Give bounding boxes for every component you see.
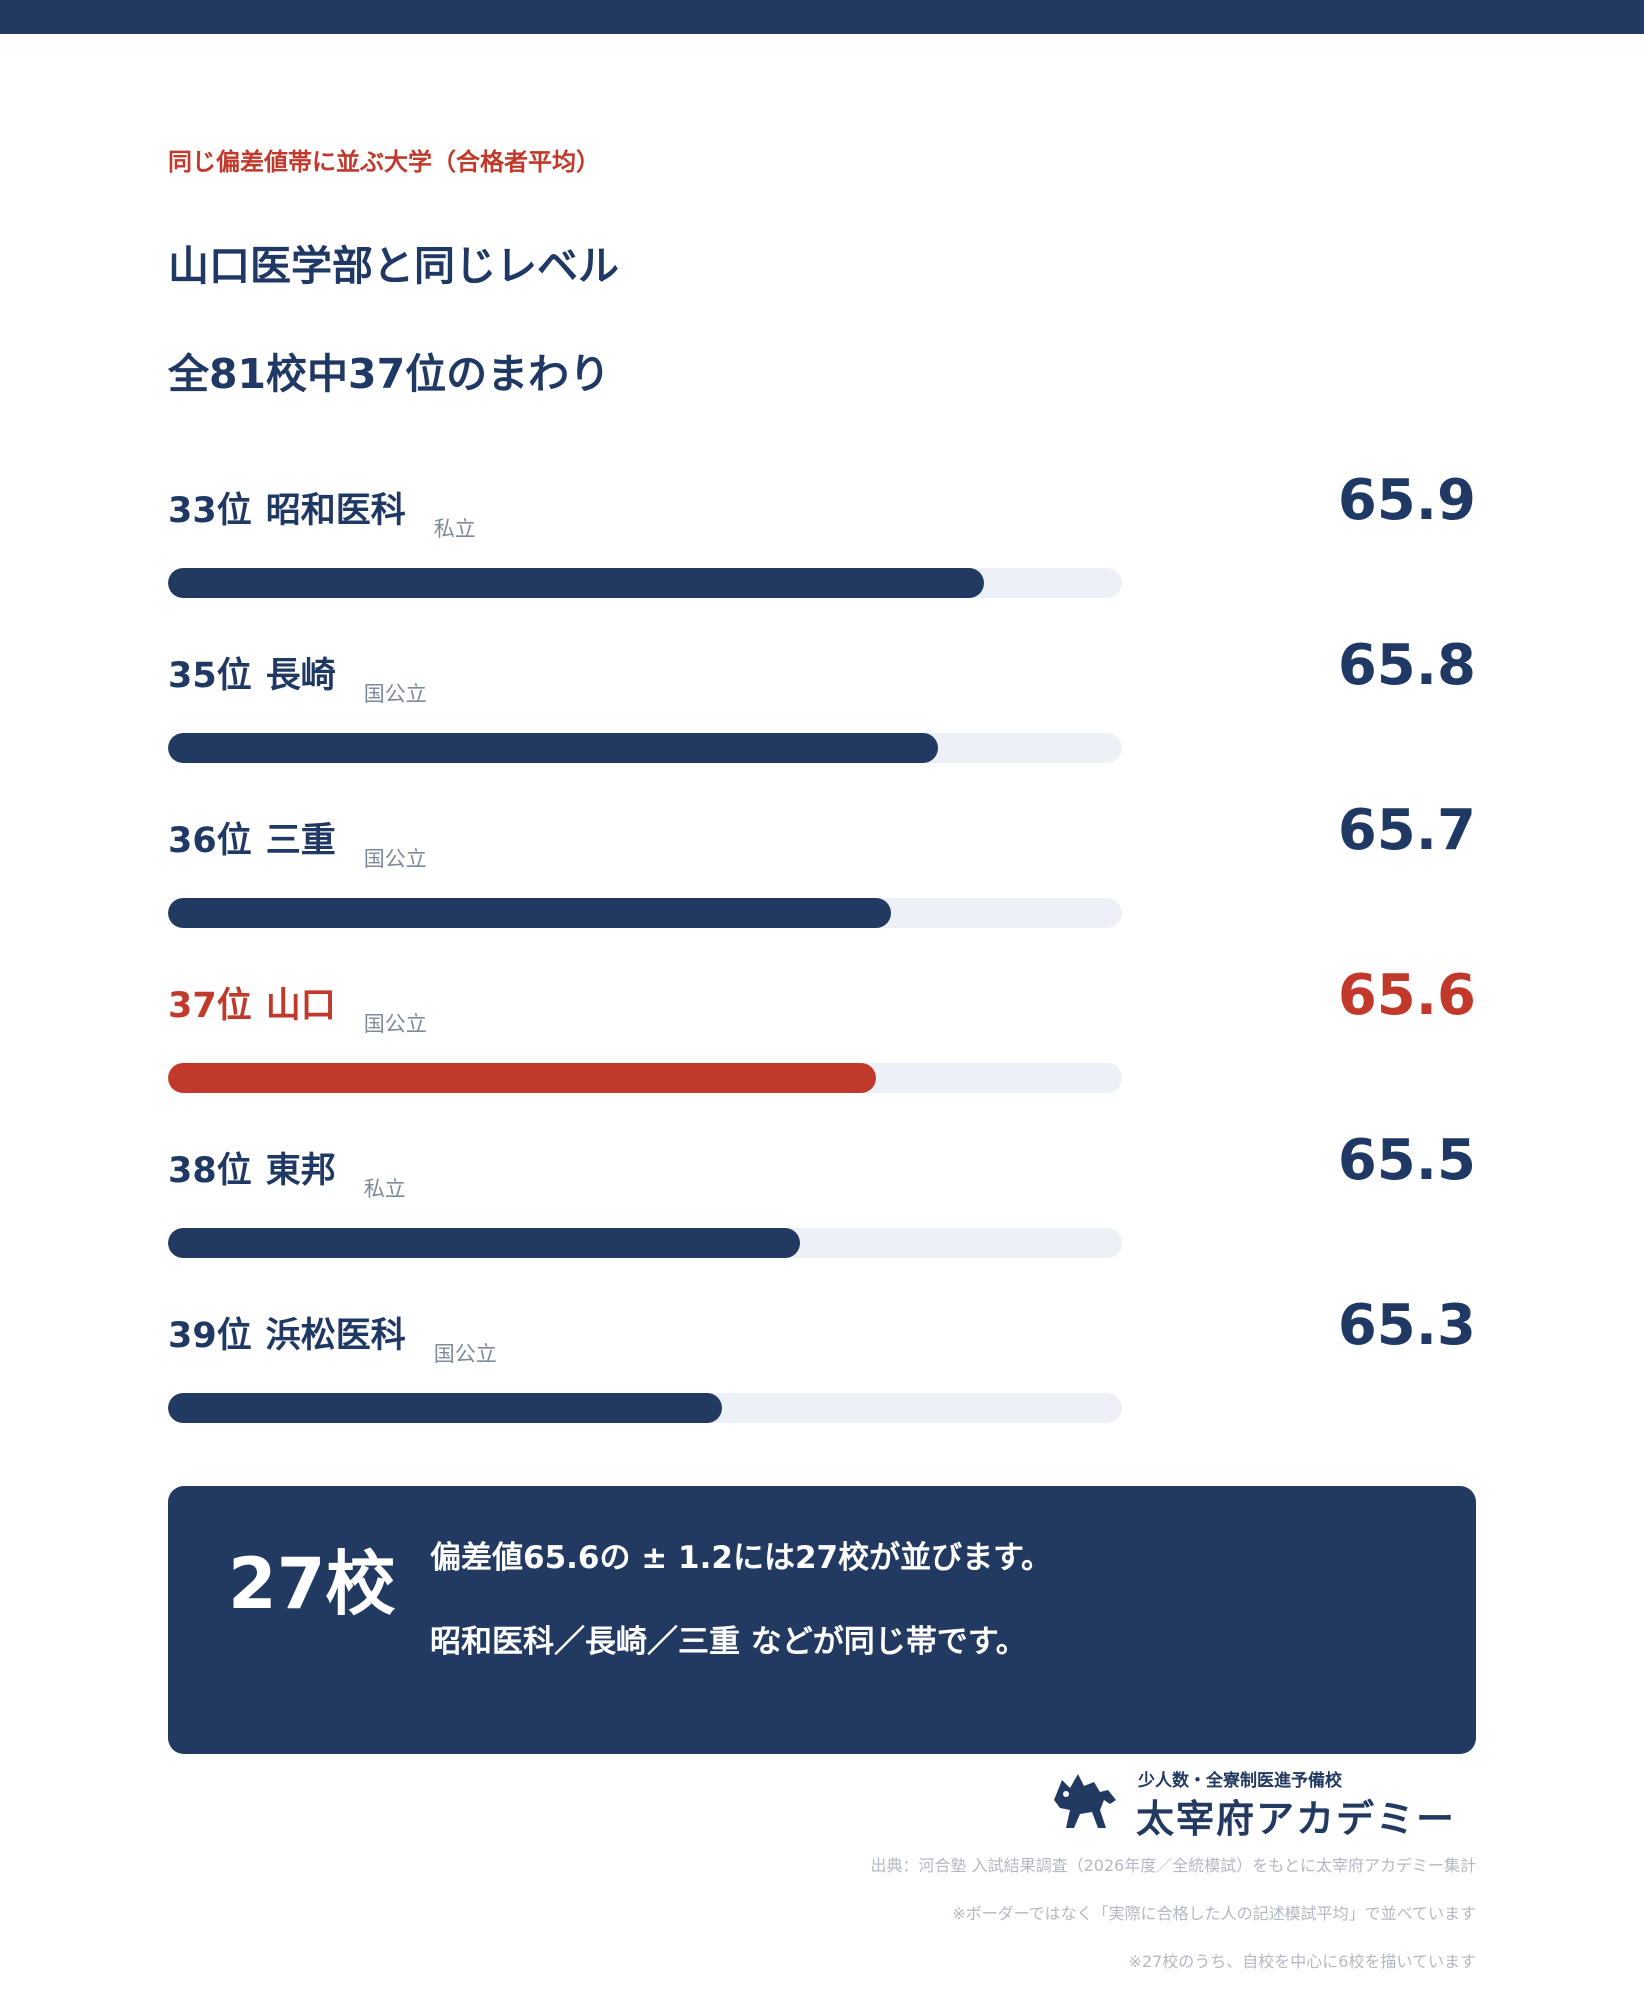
bar-track <box>168 1228 1122 1258</box>
data-label: 65.5 <box>1337 1128 1476 1193</box>
bar-track <box>168 898 1122 928</box>
logo-tagline: 少人数・全寮制医進予備校 <box>1138 1771 1342 1791</box>
data-label: 65.3 <box>1337 1293 1476 1358</box>
university-name: 浜松医科 <box>265 1316 406 1356</box>
data-label: 65.9 <box>1337 468 1476 533</box>
method-note: ※ボーダーではなく「実際に合格した人の記述模試平均」で並べています <box>952 1904 1476 1923</box>
top-band <box>0 0 1644 34</box>
summary-count: 27校 <box>228 1543 396 1625</box>
school-type: 国公立 <box>433 1342 497 1366</box>
rank-label: 38位 <box>168 1151 252 1191</box>
data-label: 65.7 <box>1337 798 1476 863</box>
chart-row: 37位 山口国公立 65.6 <box>0 963 1644 1137</box>
university-name: 長崎 <box>265 656 336 696</box>
row-label: 35位 長崎国公立 <box>168 647 427 706</box>
bar-track <box>168 1393 1122 1423</box>
rank-label: 37位 <box>168 986 252 1026</box>
rank-label: 36位 <box>168 821 252 861</box>
academy-logo: 少人数・全寮制医進予備校 太宰府アカデミー <box>1050 1766 1480 1841</box>
bar <box>168 568 984 598</box>
bar <box>168 733 938 763</box>
chart-row: 35位 長崎国公立 65.8 <box>0 633 1644 807</box>
row-label: 39位 浜松医科国公立 <box>168 1307 497 1366</box>
bar-track <box>168 568 1122 598</box>
university-name: 東邦 <box>265 1151 336 1191</box>
university-name: 山口 <box>265 986 336 1026</box>
summary-text-2: 昭和医科／長崎／三重 などが同じ帯です。 <box>430 1624 1027 1660</box>
chart-row: 33位 昭和医科私立 65.9 <box>0 468 1644 642</box>
chart-row: 39位 浜松医科国公立 65.3 <box>0 1293 1644 1467</box>
rank-label: 39位 <box>168 1316 252 1356</box>
row-label: 37位 山口国公立 <box>168 977 427 1036</box>
bar-track <box>168 733 1122 763</box>
logo-name: 太宰府アカデミー <box>1136 1796 1457 1841</box>
bar <box>168 1228 800 1258</box>
data-label: 65.6 <box>1337 963 1476 1028</box>
chart-row: 36位 三重国公立 65.7 <box>0 798 1644 972</box>
university-name: 三重 <box>265 821 336 861</box>
eyebrow-label: 同じ偏差値帯に並ぶ大学（合格者平均） <box>168 148 600 176</box>
horse-icon <box>1054 1774 1116 1828</box>
rank-label: 35位 <box>168 656 252 696</box>
bar <box>168 1063 876 1093</box>
school-type: 私立 <box>363 1177 406 1201</box>
scope-note: ※27校のうち、自校を中心に6校を描いています <box>1128 1952 1476 1971</box>
source-note: 出典：河合塾 入試結果調査（2026年度／全統模試）をもとに太宰府アカデミー集計 <box>870 1856 1477 1875</box>
school-type: 国公立 <box>363 847 427 871</box>
page-title: 山口医学部と同じレベル <box>168 242 619 290</box>
chart-row: 38位 東邦私立 65.5 <box>0 1128 1644 1302</box>
summary-card: 27校 偏差値65.6の ± 1.2には27校が並びます。 昭和医科／長崎／三重… <box>168 1486 1476 1754</box>
row-label: 36位 三重国公立 <box>168 812 427 871</box>
row-label: 33位 昭和医科私立 <box>168 482 476 541</box>
school-type: 国公立 <box>363 1012 427 1036</box>
school-type: 国公立 <box>363 682 427 706</box>
university-name: 昭和医科 <box>265 491 406 531</box>
bar <box>168 1393 723 1423</box>
summary-text-1: 偏差値65.6の ± 1.2には27校が並びます。 <box>430 1540 1052 1576</box>
rank-label: 33位 <box>168 491 252 531</box>
row-label: 38位 東邦私立 <box>168 1142 406 1201</box>
data-label: 65.8 <box>1337 633 1476 698</box>
page-subtitle: 全81校中37位のまわり <box>168 350 611 398</box>
bar-track <box>168 1063 1122 1093</box>
bar <box>168 898 892 928</box>
school-type: 私立 <box>433 517 476 541</box>
